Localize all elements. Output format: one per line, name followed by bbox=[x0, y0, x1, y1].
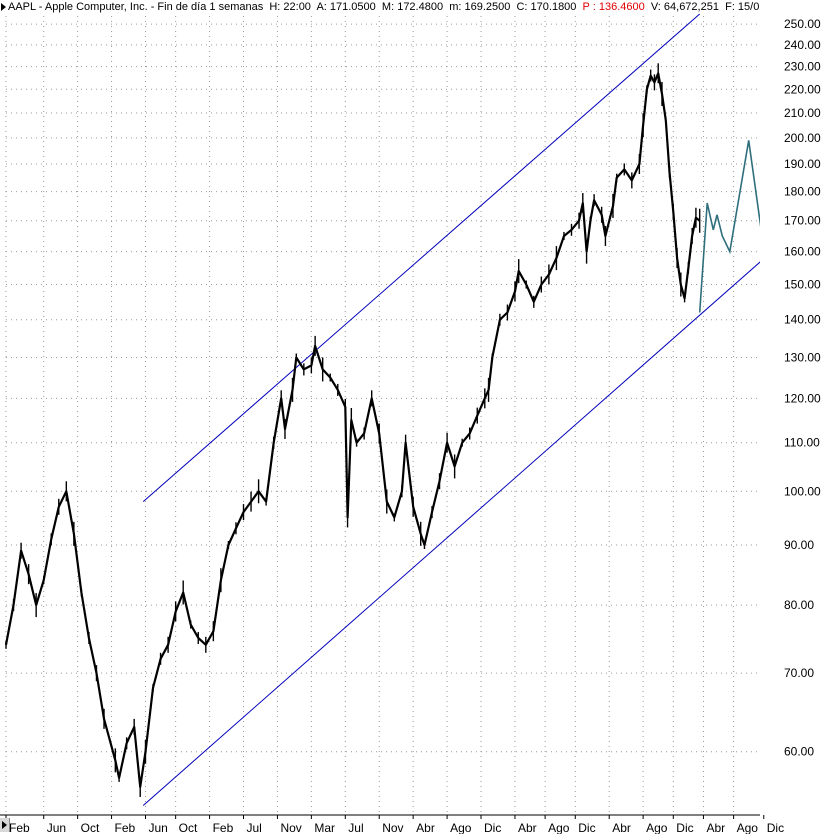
x-tick-label: Jul bbox=[348, 821, 363, 834]
scroll-left-button[interactable] bbox=[0, 818, 10, 832]
y-tick-label: 230.00 bbox=[784, 60, 821, 74]
channel-line-lower bbox=[142, 241, 783, 806]
x-tick-label: Abr bbox=[416, 821, 435, 834]
header-price: P : 136.4600 bbox=[582, 1, 645, 13]
x-tick-label: Jun bbox=[47, 821, 66, 834]
y-tick-label: 130.00 bbox=[784, 351, 821, 365]
y-tick-label: 70.00 bbox=[784, 666, 814, 680]
x-tick-label: Ago bbox=[450, 821, 472, 834]
trend-channel bbox=[142, 13, 783, 806]
y-tick-label: 210.00 bbox=[784, 106, 821, 120]
play-arrow-icon bbox=[1, 3, 6, 12]
y-axis: 60.00 70.00 80.00 90.00 100.00 110.00 120.00 13… bbox=[760, 0, 828, 834]
header-volume: V: 64,672,251 bbox=[650, 1, 719, 13]
price-series bbox=[4, 63, 765, 797]
x-tick-label: Dic bbox=[484, 821, 501, 834]
y-tick-label: 220.00 bbox=[784, 82, 821, 96]
channel-line-upper bbox=[142, 13, 701, 502]
x-tick-label: Abr bbox=[612, 821, 631, 834]
x-tick-label: Feb bbox=[213, 821, 234, 834]
header-high: M: 172.4800 bbox=[381, 1, 444, 13]
y-tick-label: 140.00 bbox=[784, 313, 821, 327]
x-tick-label: Ago bbox=[646, 821, 668, 834]
x-tick-label: Ago bbox=[737, 821, 759, 834]
projection-line bbox=[698, 140, 765, 313]
y-tick-label: 120.00 bbox=[784, 391, 821, 405]
period-description: Fin de día 1 semanas bbox=[157, 1, 264, 13]
x-tick-label: Nov bbox=[382, 821, 403, 834]
x-tick-label: Dic bbox=[578, 821, 595, 834]
y-tick-label: 90.00 bbox=[784, 538, 814, 552]
company-name: Apple Computer, Inc. bbox=[44, 1, 148, 13]
x-tick-label: Mar bbox=[314, 821, 335, 834]
symbol: AAPL bbox=[8, 1, 36, 13]
x-tick-label: Jul bbox=[247, 821, 262, 834]
y-tick-label: 110.00 bbox=[784, 436, 820, 450]
y-tick-label: 250.00 bbox=[784, 17, 821, 31]
y-tick-label: 190.00 bbox=[784, 157, 821, 171]
header-close: C: 170.1800 bbox=[516, 1, 577, 13]
y-tick-label: 150.00 bbox=[784, 278, 821, 292]
y-axis-panel bbox=[760, 0, 828, 834]
x-tick-label: Dic bbox=[767, 821, 784, 834]
x-tick-label: Jun bbox=[148, 821, 167, 834]
chart-header: AAPL - Apple Computer, Inc. - Fin de día… bbox=[0, 0, 780, 15]
header-hour: H: 22:00 bbox=[269, 1, 311, 13]
x-tick-label: Nov bbox=[280, 821, 301, 834]
y-tick-label: 180.00 bbox=[784, 185, 821, 199]
y-tick-label: 100.00 bbox=[784, 484, 821, 498]
y-tick-label: 60.00 bbox=[784, 745, 814, 759]
y-tick-label: 170.00 bbox=[784, 214, 821, 228]
x-tick-label: Feb bbox=[9, 821, 30, 834]
header-open: A: 171.0500 bbox=[316, 1, 376, 13]
grid bbox=[5, 16, 765, 815]
header-low: m: 169.2500 bbox=[449, 1, 511, 13]
scroll-left-icon bbox=[2, 821, 7, 829]
price-line bbox=[4, 72, 701, 789]
x-axis: Feb Jun Oct Feb Jun Oct Feb Jul Nov Mar Jul Nov Abr A… bbox=[0, 814, 784, 834]
y-tick-label: 240.00 bbox=[784, 38, 821, 52]
x-tick-label: Ago bbox=[548, 821, 570, 834]
x-tick-label: Abr bbox=[706, 821, 725, 834]
x-tick-label: Abr bbox=[518, 821, 537, 834]
x-tick-label: Feb bbox=[115, 821, 136, 834]
y-tick-label: 160.00 bbox=[784, 245, 821, 259]
x-tick-label: Oct bbox=[179, 821, 198, 834]
y-tick-label: 200.00 bbox=[784, 131, 821, 145]
x-tick-label: Oct bbox=[81, 821, 100, 834]
x-tick-label: Dic bbox=[676, 821, 693, 834]
y-tick-label: 80.00 bbox=[784, 598, 814, 612]
